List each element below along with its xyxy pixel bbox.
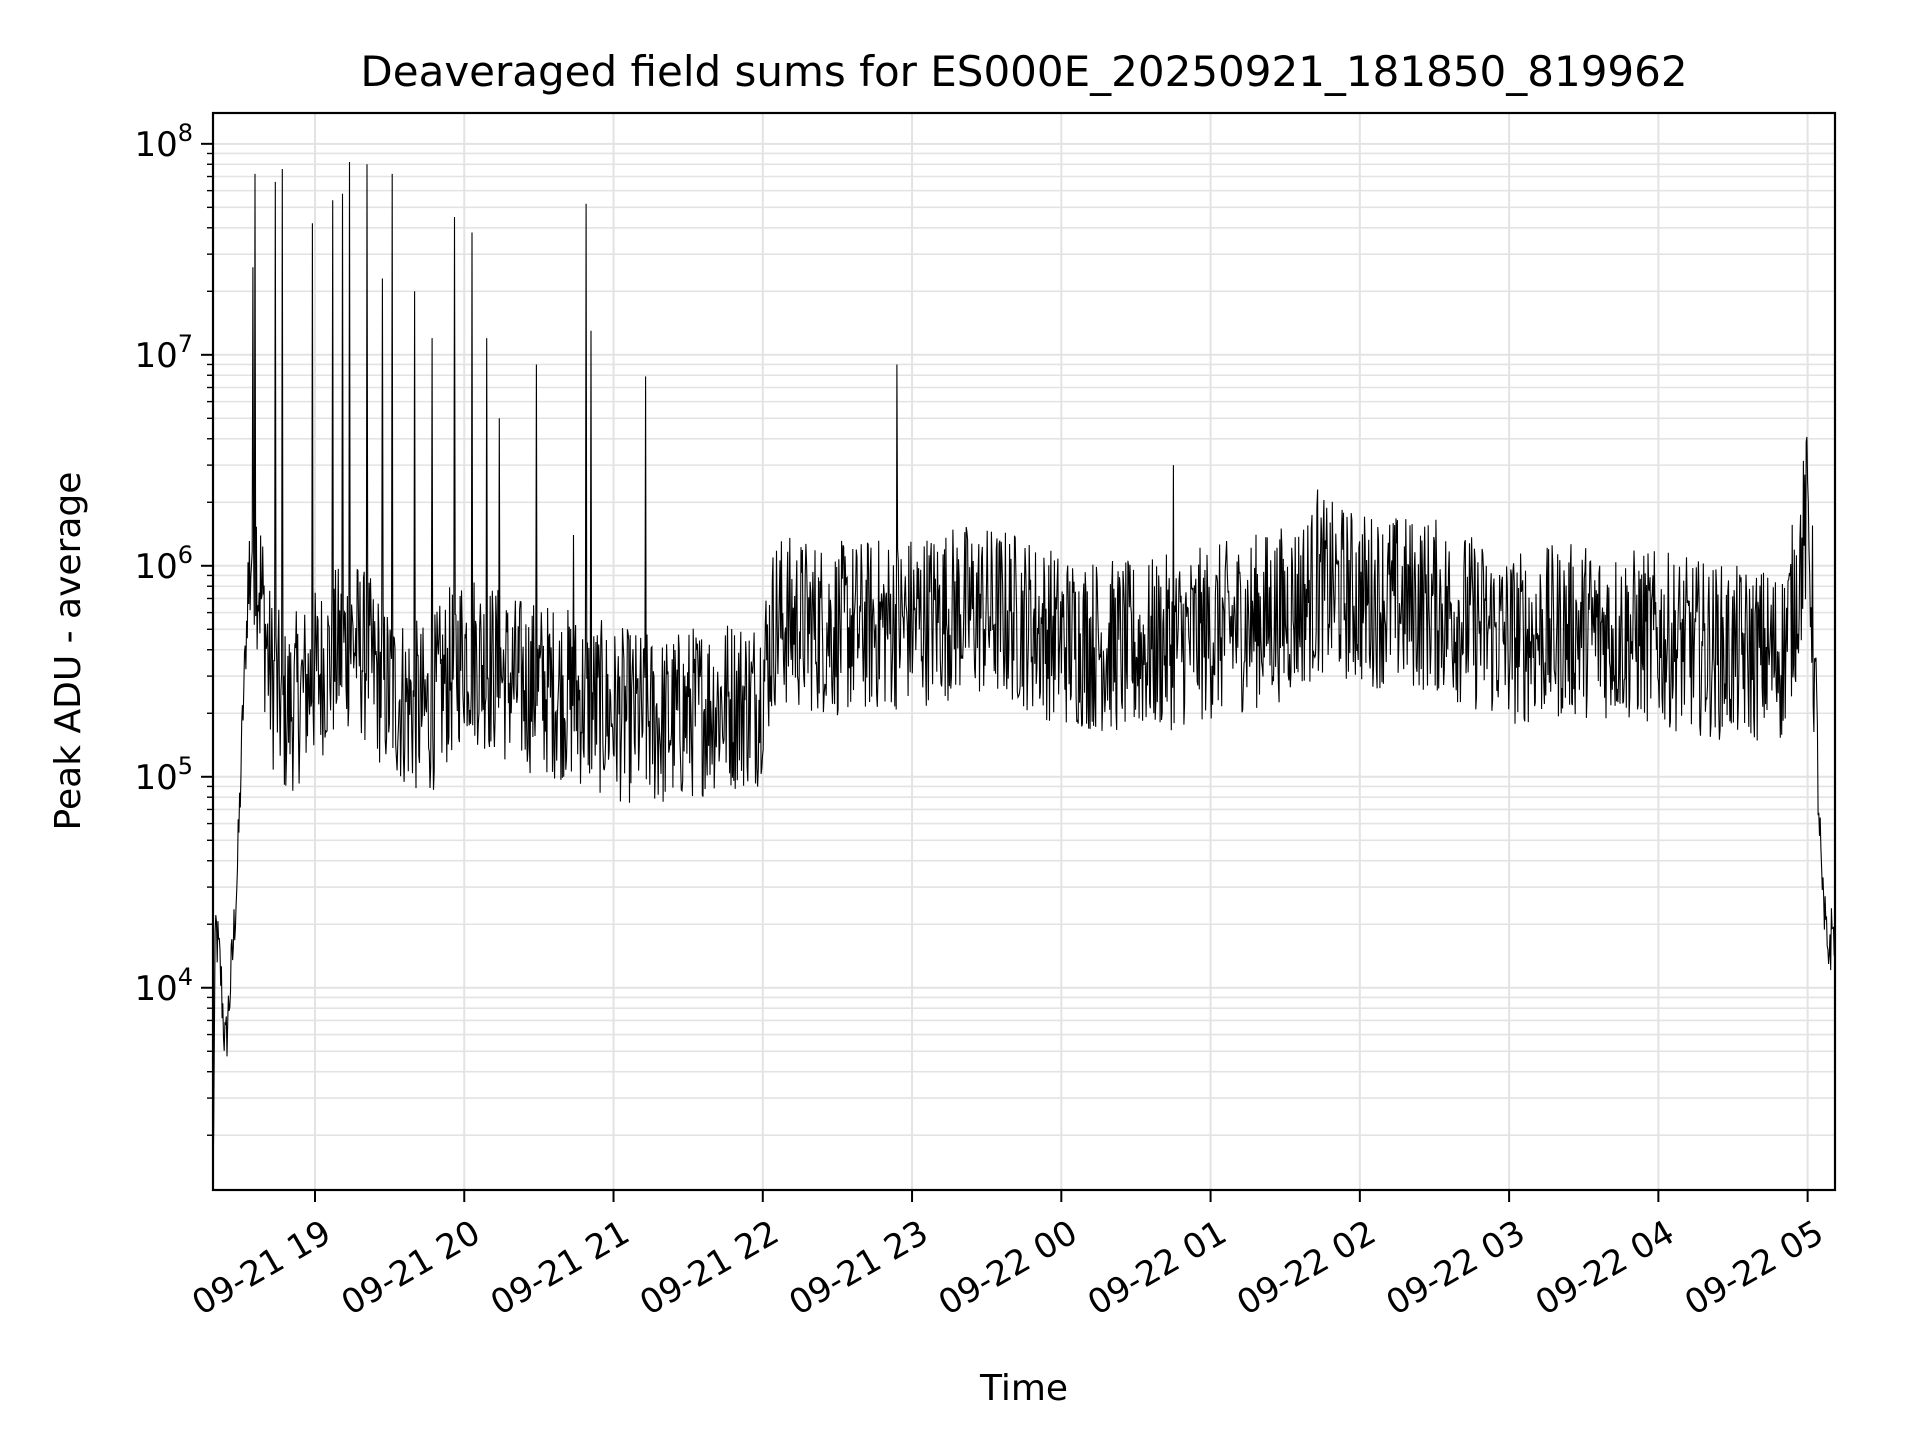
y-tick-label: 107 bbox=[134, 330, 193, 376]
y-axis: 104 105 106 107 108 bbox=[134, 119, 213, 1136]
x-axis-label: Time bbox=[979, 1368, 1068, 1409]
y-tick-label: 104 bbox=[134, 963, 193, 1009]
y-axis-label: Peak ADU - average bbox=[48, 472, 89, 831]
series-layer bbox=[212, 161, 1836, 1180]
plot-frame bbox=[211, 111, 1837, 1192]
y-tick-label: 106 bbox=[134, 541, 193, 587]
series-line bbox=[212, 161, 1836, 1180]
y-tick-label: 108 bbox=[134, 119, 193, 165]
y-tick-label: 105 bbox=[134, 752, 193, 798]
chart-title: Deaveraged field sums for ES000E_2025092… bbox=[360, 47, 1687, 96]
